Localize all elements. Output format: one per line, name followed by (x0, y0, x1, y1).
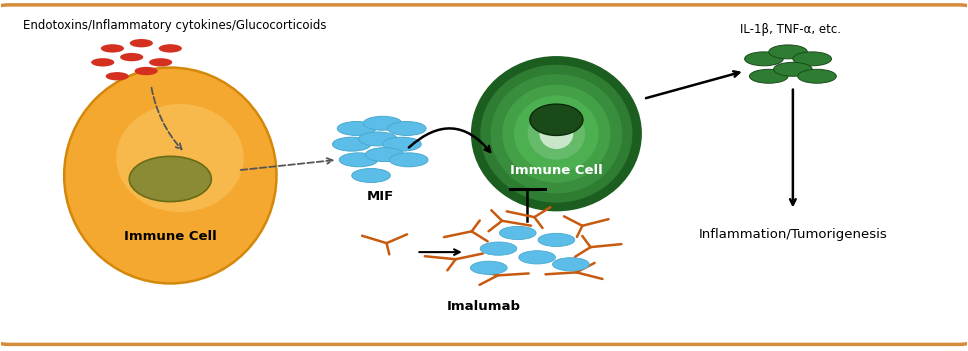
Text: Inflammation/Tumorigenesis: Inflammation/Tumorigenesis (699, 228, 888, 241)
Ellipse shape (130, 156, 211, 201)
Ellipse shape (491, 74, 622, 193)
Text: MIF: MIF (367, 190, 394, 203)
Circle shape (793, 52, 832, 66)
Ellipse shape (514, 95, 598, 172)
Circle shape (337, 121, 376, 135)
Circle shape (358, 132, 397, 146)
Circle shape (101, 44, 124, 53)
Circle shape (332, 137, 371, 151)
Circle shape (499, 226, 536, 240)
Circle shape (769, 45, 807, 59)
Text: Immune Cell: Immune Cell (510, 164, 603, 177)
Circle shape (470, 261, 507, 274)
Circle shape (135, 67, 158, 75)
FancyBboxPatch shape (0, 5, 968, 344)
Circle shape (798, 69, 836, 83)
Circle shape (120, 53, 143, 61)
Text: IL-1β, TNF-α, etc.: IL-1β, TNF-α, etc. (741, 23, 841, 36)
Circle shape (387, 121, 426, 135)
Text: Endotoxins/Inflammatory cytokines/Glucocorticoids: Endotoxins/Inflammatory cytokines/Glucoc… (22, 19, 326, 32)
Circle shape (382, 137, 421, 151)
Ellipse shape (502, 85, 611, 183)
Circle shape (159, 44, 182, 53)
Ellipse shape (528, 108, 585, 160)
Circle shape (365, 148, 404, 161)
Circle shape (773, 62, 812, 76)
Circle shape (339, 153, 378, 167)
Circle shape (744, 52, 783, 66)
Circle shape (519, 251, 556, 264)
Ellipse shape (480, 65, 632, 203)
Ellipse shape (529, 104, 583, 135)
Circle shape (351, 168, 390, 183)
Circle shape (538, 233, 575, 246)
Circle shape (130, 39, 153, 47)
Circle shape (149, 58, 172, 66)
Ellipse shape (64, 67, 277, 284)
Circle shape (91, 58, 114, 66)
Ellipse shape (116, 104, 244, 212)
Circle shape (749, 69, 788, 83)
Ellipse shape (472, 57, 641, 210)
Circle shape (553, 258, 590, 271)
Circle shape (106, 72, 129, 80)
Circle shape (389, 153, 428, 167)
Circle shape (363, 116, 402, 130)
Ellipse shape (539, 118, 573, 149)
Circle shape (480, 242, 517, 255)
Text: Immune Cell: Immune Cell (124, 230, 217, 243)
Text: Imalumab: Imalumab (447, 300, 521, 313)
